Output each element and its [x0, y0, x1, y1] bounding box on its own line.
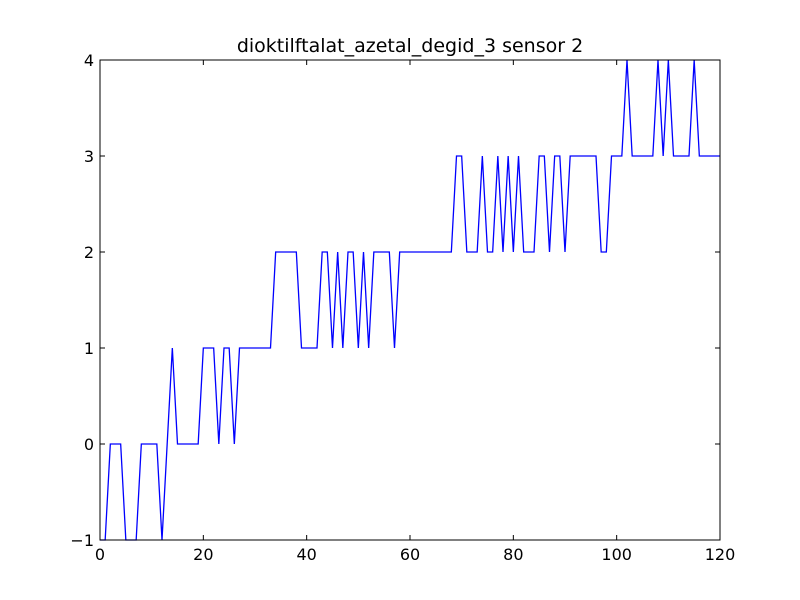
y-tick-label: 3 [84, 147, 94, 166]
x-tick-labels: 0 20 40 60 80 100 120 [95, 545, 735, 564]
y-tick-label: 2 [84, 243, 94, 262]
x-tick-label: 100 [601, 545, 632, 564]
x-tick-label: 40 [296, 545, 316, 564]
x-tick-label: 20 [193, 545, 213, 564]
series-line [100, 59, 720, 541]
y-tick-label: −1 [70, 531, 94, 550]
chart-title: dioktilftalat_azetal_degid_3 sensor 2 [237, 35, 583, 57]
x-tick-label: 120 [705, 545, 736, 564]
x-tick-label: 80 [503, 545, 523, 564]
axis-ticks [99, 59, 721, 541]
plot-frame [99, 59, 721, 541]
y-tick-labels: −1 0 1 2 3 4 [70, 51, 94, 550]
x-tick-label: 0 [95, 545, 105, 564]
y-tick-label: 1 [84, 339, 94, 358]
y-tick-label: 0 [84, 435, 94, 454]
x-tick-label: 60 [400, 545, 420, 564]
y-tick-label: 4 [84, 51, 94, 70]
